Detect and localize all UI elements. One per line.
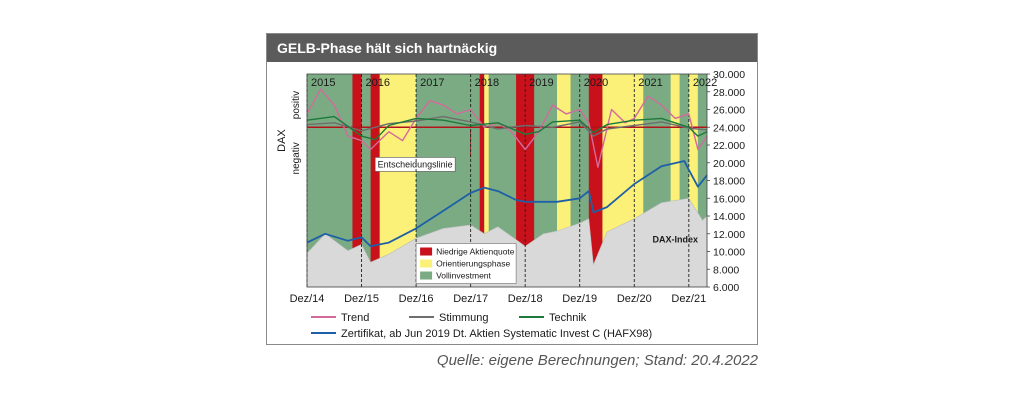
legend-swatch-green	[420, 271, 433, 280]
legend-box	[415, 243, 517, 284]
x-tick-label: Dez/20	[617, 293, 652, 305]
series-zertifikat	[306, 160, 708, 248]
legend-zertifikat-label: Zertifikat, ab Jun 2019 Dt. Aktien Syste…	[341, 328, 652, 340]
phase-band-red	[479, 74, 485, 287]
y-tick-label: 6.000	[713, 282, 739, 294]
year-label: 2020	[584, 77, 608, 89]
year-label: 2022	[693, 77, 717, 89]
phase-band-red	[352, 74, 362, 287]
y-tick-label: 12.000	[713, 229, 745, 241]
year-label: 2019	[529, 77, 553, 89]
y-tick-label: 14.000	[713, 211, 745, 223]
decision-line-label: Entscheidungslinie	[378, 159, 453, 169]
x-tick-label: Dez/21	[671, 293, 706, 305]
y-tick-label: 26.000	[713, 105, 745, 117]
series-technik	[306, 115, 708, 141]
legend-line-label: Stimmung	[439, 312, 489, 324]
year-label: 2016	[366, 77, 390, 89]
legend-label-green: Vollinvestment	[436, 271, 491, 281]
legend-line-label: Trend	[341, 312, 369, 324]
source-note: Quelle: eigene Berechnungen; Stand: 20.4…	[436, 352, 758, 369]
year-label: 2018	[475, 77, 499, 89]
year-label: 2021	[638, 77, 662, 89]
y-tick-label: 24.000	[713, 122, 745, 134]
phase-band-green	[361, 74, 371, 287]
legend-label-yellow: Orientierungsphase	[436, 259, 510, 269]
chart-svg: DAX-Index Entscheidungslinie 30.000 28.00…	[276, 69, 745, 340]
legend-label-red: Niedrige Aktienquote	[436, 247, 515, 257]
x-tick-label: Dez/17	[453, 293, 488, 305]
series-lines	[306, 88, 708, 248]
dax-index-label: DAX-Index	[652, 235, 698, 245]
phase-band-yellow	[670, 74, 680, 287]
y-side-label: DAX	[276, 129, 288, 152]
decision-label-box	[374, 157, 456, 172]
y-tick-label: 20.000	[713, 158, 745, 170]
chart-title: GELB-Phase hält sich hartnäckig	[267, 34, 757, 62]
dax-area-path	[306, 197, 708, 288]
legend-swatch-red	[420, 247, 433, 256]
x-tick-label: Dez/15	[344, 293, 379, 305]
y-tick-label: 16.000	[713, 193, 745, 205]
y-tick-label: 8.000	[713, 264, 739, 276]
y-tick-label: 18.000	[713, 176, 745, 188]
y-tick-label: 10.000	[713, 247, 745, 259]
legend: Niedrige Aktienquote Orientierungsphase Vo…	[415, 243, 517, 284]
y-tick-label: 30.000	[713, 69, 745, 81]
y-tick-label: 22.000	[713, 140, 745, 152]
chart-figure: GELB-Phase hält sich hartnäckig DAX-Inde…	[266, 33, 758, 345]
y-side-positive: positiv	[291, 91, 302, 119]
phase-band-yellow	[484, 74, 489, 287]
dax-area: DAX-Index	[306, 197, 708, 288]
legend-bottom: Trend Stimmung Technik Zertifikat, ab Jun 2…	[311, 312, 652, 340]
x-tick-label: Dez/16	[399, 293, 434, 305]
year-label: 2017	[420, 77, 444, 89]
legend-line-label: Technik	[549, 312, 587, 324]
x-tick-label: Dez/18	[508, 293, 543, 305]
y-tick-label: 28.000	[713, 87, 745, 99]
legend-swatch-yellow	[420, 259, 433, 268]
series-trend	[306, 88, 708, 168]
phase-band-yellow	[688, 74, 698, 287]
series-stimmung	[306, 115, 708, 137]
phase-band-green	[679, 74, 689, 287]
phase-band-red	[370, 74, 380, 287]
x-tick-label: Dez/19	[562, 293, 597, 305]
y-side-negative: negativ	[291, 142, 302, 174]
x-tick-label: Dez/14	[290, 293, 325, 305]
axes: 30.000 28.000 26.000 24.000 22.000 20.000 18.0…	[276, 69, 745, 305]
year-label: 2015	[311, 77, 335, 89]
